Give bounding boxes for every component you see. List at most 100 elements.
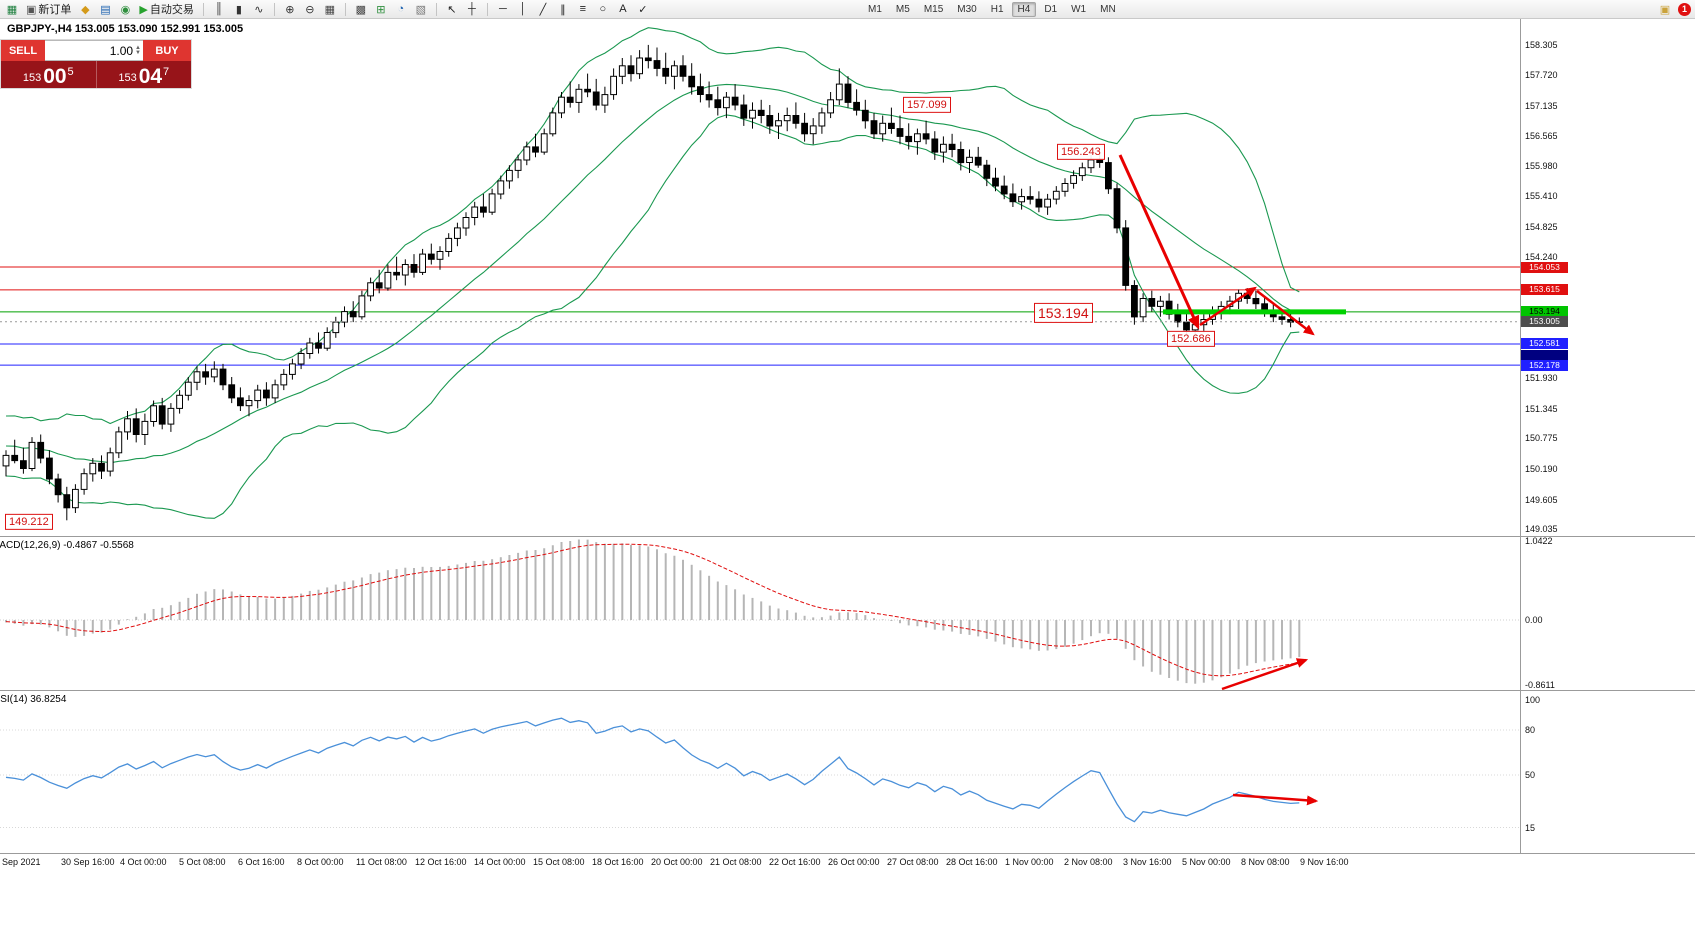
fibonacci-icon[interactable]: ≡ bbox=[574, 1, 592, 17]
timeframe-m5-button[interactable]: M5 bbox=[895, 4, 910, 15]
ask-sup-digit: 7 bbox=[163, 66, 170, 78]
time-axis-label: 14 Oct 00:00 bbox=[474, 857, 526, 867]
bar-chart-type-icon[interactable]: ║ bbox=[210, 1, 228, 17]
time-axis-label: 21 Oct 08:00 bbox=[710, 857, 762, 867]
bollinger-lower bbox=[5, 114, 1300, 519]
sell-button[interactable]: SELL bbox=[1, 40, 45, 61]
horizontal-line-icon-glyph: ─ bbox=[498, 3, 507, 15]
rsi-panel[interactable] bbox=[0, 691, 1695, 853]
charts-grid-icon[interactable]: ▤ bbox=[96, 1, 114, 17]
price-tick: 157.720 bbox=[1525, 70, 1558, 81]
timeframe-h1-button[interactable]: H1 bbox=[990, 4, 1004, 15]
trendline-icon[interactable]: ╱ bbox=[534, 1, 552, 17]
auto-trading-button[interactable]: ▶ 自动交易 bbox=[136, 1, 196, 17]
tile-windows-icon[interactable]: ▦ bbox=[321, 1, 339, 17]
text-icon[interactable]: A bbox=[614, 1, 632, 17]
timeframe-w1-button[interactable]: W1 bbox=[1071, 4, 1087, 15]
stepper-up-icon[interactable]: ▲ bbox=[135, 44, 141, 51]
price-chart[interactable] bbox=[0, 19, 1695, 536]
rsi-line bbox=[5, 717, 1300, 823]
main-toolbar: ▦ ▣ 新订单 ◆ ▤ ◉ ▶ 自动交易 ║ ▮ ∿ ⊕ ⊖ ▦ ▩ ⊞ ◔ ▧ ↖ ┼ ─ │ ╱ ∥ ≡ ○ A ✓ bbox=[0, 0, 1695, 19]
bid-price-panel[interactable]: 153 00 5 bbox=[1, 61, 97, 88]
timeframe-h4-button[interactable]: H4 bbox=[1011, 2, 1037, 17]
panel-splitter[interactable] bbox=[0, 690, 1695, 691]
price-tick: 156.565 bbox=[1525, 130, 1558, 141]
candles-layer bbox=[2, 44, 1303, 521]
new-chart-icon[interactable]: ▦ bbox=[3, 1, 21, 17]
timeframe-m30-button[interactable]: M30 bbox=[957, 4, 977, 15]
price-annotation: 157.099 bbox=[903, 96, 951, 114]
timeframe-m15-button[interactable]: M15 bbox=[923, 4, 944, 15]
horizontal-line-icon[interactable]: ─ bbox=[494, 1, 512, 17]
bar-chart-type-icon-glyph: ║ bbox=[214, 3, 223, 15]
clock-icon[interactable]: ◔ bbox=[392, 1, 410, 17]
buy-button[interactable]: BUY bbox=[143, 40, 191, 61]
price-annotation: 149.212 bbox=[5, 513, 53, 531]
new-window-icon[interactable]: ⊞ bbox=[372, 1, 390, 17]
clock-icon-glyph: ◔ bbox=[397, 3, 405, 15]
ask-big-digits: 04 bbox=[138, 65, 163, 89]
arrow-tools-icon-glyph: ✓ bbox=[638, 3, 648, 16]
ask-price-panel[interactable]: 153 04 7 bbox=[97, 61, 192, 88]
zoom-out-icon-glyph: ⊖ bbox=[305, 3, 315, 16]
time-axis-label: 5 Nov 00:00 bbox=[1182, 857, 1231, 867]
calendar-icon[interactable]: ▧ bbox=[412, 1, 430, 17]
macd-panel[interactable] bbox=[0, 537, 1695, 690]
timeframe-mn-button[interactable]: MN bbox=[1100, 4, 1116, 15]
bid-sup-digit: 5 bbox=[67, 66, 74, 78]
time-axis-separator bbox=[0, 853, 1695, 854]
notification-badge[interactable]: 1 bbox=[1678, 3, 1691, 16]
candle-chart-type-icon[interactable]: ▮ bbox=[230, 1, 248, 17]
stepper-down-icon[interactable]: ▼ bbox=[135, 49, 141, 56]
macd-axis-label: -0.8611 bbox=[1525, 680, 1555, 691]
shapes-icon[interactable]: ○ bbox=[594, 1, 612, 17]
new-order-button[interactable]: ▣ 新订单 bbox=[23, 1, 74, 17]
zoom-in-icon-glyph: ⊕ bbox=[285, 3, 295, 16]
chart-ohlc-header: GBPJPY-,H4 153.005 153.090 152.991 153.0… bbox=[7, 23, 244, 35]
macd-axis-label: 0.00 bbox=[1525, 615, 1543, 625]
vertical-line-icon[interactable]: │ bbox=[514, 1, 532, 17]
time-axis-label: 8 Nov 08:00 bbox=[1241, 857, 1290, 867]
arrow-tools-icon[interactable]: ✓ bbox=[634, 1, 652, 17]
alerts-icon[interactable]: ▣ bbox=[1659, 4, 1671, 16]
sound-icon[interactable]: ◉ bbox=[116, 1, 134, 17]
price-tag: 152.178 bbox=[1521, 359, 1568, 371]
time-axis-label: 2 Nov 08:00 bbox=[1064, 857, 1113, 867]
cascade-windows-icon[interactable]: ▩ bbox=[352, 1, 370, 17]
zoom-in-icon[interactable]: ⊕ bbox=[281, 1, 299, 17]
price-annotation: 156.243 bbox=[1057, 143, 1105, 161]
panel-splitter[interactable] bbox=[0, 536, 1695, 537]
time-axis-label: Sep 2021 bbox=[2, 857, 41, 867]
time-axis-label: 9 Nov 16:00 bbox=[1300, 857, 1349, 867]
price-tick: 157.135 bbox=[1525, 100, 1558, 111]
price-annotation: 153.194 bbox=[1034, 302, 1093, 324]
new-order-button-label: 新订单 bbox=[38, 4, 72, 16]
price-tick: 151.345 bbox=[1525, 403, 1558, 414]
candle-chart-type-icon-glyph: ▮ bbox=[235, 3, 242, 16]
tile-windows-icon-glyph: ▦ bbox=[324, 3, 336, 16]
bid-big-digits: 00 bbox=[43, 65, 67, 89]
cursor-icon[interactable]: ↖ bbox=[443, 1, 461, 17]
crosshair-icon[interactable]: ┼ bbox=[463, 1, 481, 17]
macd-axis-label: 1.0422 bbox=[1525, 535, 1553, 546]
time-axis-label: 8 Oct 00:00 bbox=[297, 857, 344, 867]
new-window-icon-glyph: ⊞ bbox=[376, 3, 386, 16]
channel-icon[interactable]: ∥ bbox=[554, 1, 572, 17]
zoom-out-icon[interactable]: ⊖ bbox=[301, 1, 319, 17]
price-tag bbox=[1521, 349, 1568, 361]
bollinger-upper bbox=[5, 27, 1300, 425]
channel-icon-glyph: ∥ bbox=[560, 3, 566, 16]
timeframe-d1-button[interactable]: D1 bbox=[1044, 4, 1058, 15]
bid-prefix: 153 bbox=[22, 72, 42, 84]
metaquotes-icon[interactable]: ◆ bbox=[76, 1, 94, 17]
bollinger-bands bbox=[5, 27, 1300, 519]
timeframe-m1-button[interactable]: M1 bbox=[868, 4, 882, 15]
line-chart-type-icon[interactable]: ∿ bbox=[250, 1, 268, 17]
volume-stepper[interactable]: ▲ ▼ bbox=[135, 44, 141, 56]
text-icon-glyph: A bbox=[619, 3, 627, 15]
toolbar-separator bbox=[435, 2, 437, 16]
volume-input[interactable]: 1.00 ▲ ▼ bbox=[45, 40, 143, 61]
rsi-axis-label: 50 bbox=[1525, 770, 1536, 780]
cascade-windows-icon-glyph: ▩ bbox=[355, 3, 367, 16]
